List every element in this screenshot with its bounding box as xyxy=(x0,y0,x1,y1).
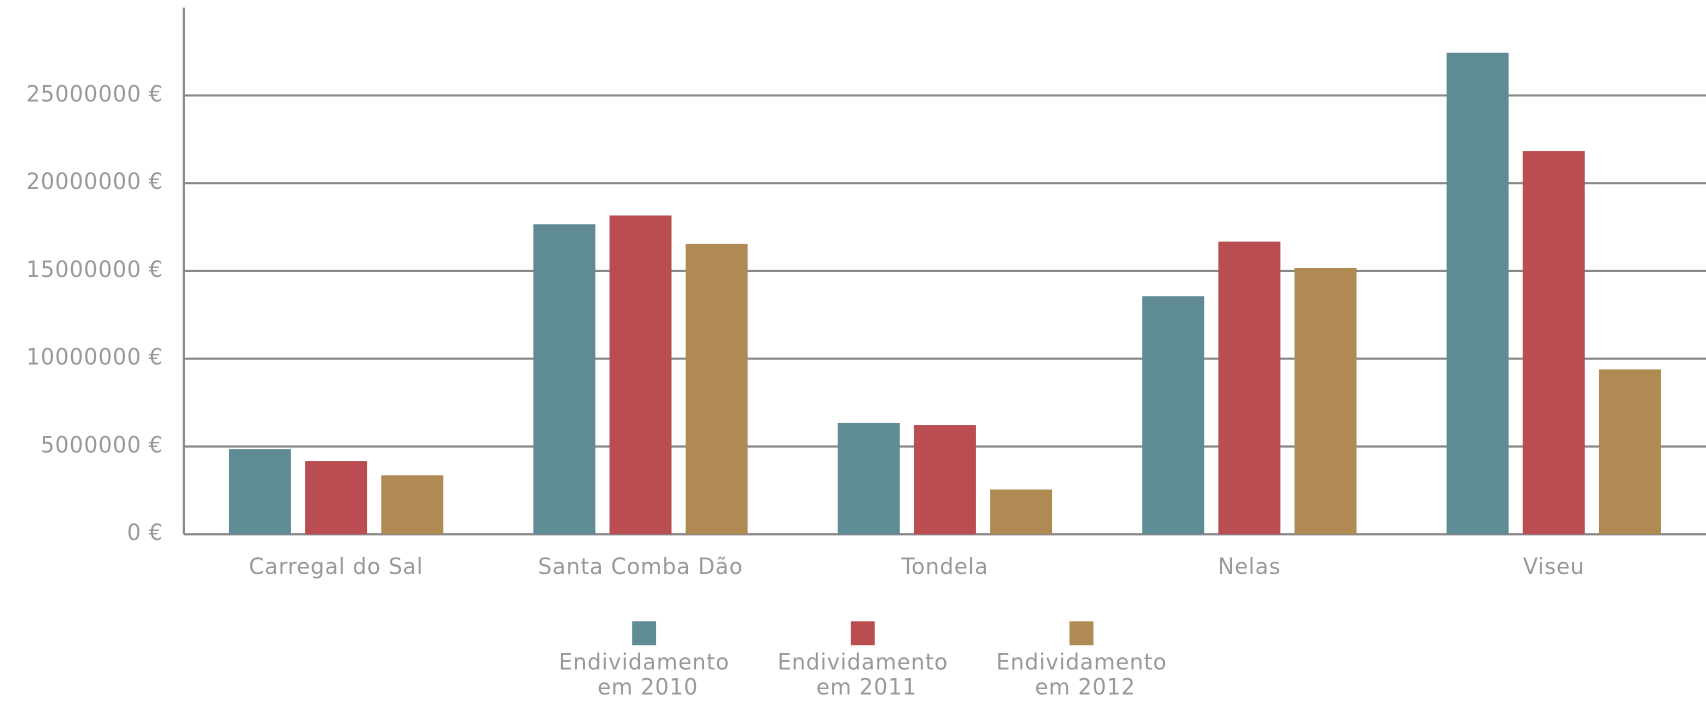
x-tick-label: Tondela xyxy=(900,555,988,580)
x-tick-label: Carregal do Sal xyxy=(249,555,423,580)
legend-swatch xyxy=(1069,621,1094,646)
legend-swatch xyxy=(850,621,875,646)
x-tick-label: Viseu xyxy=(1523,555,1585,580)
y-tick-label: 20000000 € xyxy=(26,170,163,195)
bar xyxy=(1294,267,1357,535)
bar xyxy=(1218,241,1281,535)
bar xyxy=(381,475,444,535)
bar xyxy=(609,215,672,535)
x-tick-label: Nelas xyxy=(1218,555,1281,580)
x-tick-label: Santa Comba Dão xyxy=(538,555,743,580)
y-tick-label: 5000000 € xyxy=(41,433,164,458)
legend-swatch xyxy=(632,621,657,646)
bar xyxy=(990,489,1053,535)
bar xyxy=(1446,52,1509,535)
legend-label: Endividamento em 2011 xyxy=(777,651,948,701)
y-tick-label: 15000000 € xyxy=(26,258,163,283)
bar xyxy=(1142,296,1205,535)
y-tick-label: 25000000 € xyxy=(26,82,163,107)
bar xyxy=(913,425,976,535)
legend-label: Endividamento em 2010 xyxy=(559,651,730,701)
bar xyxy=(1598,369,1661,535)
bar xyxy=(1522,151,1585,535)
y-tick-label: 10000000 € xyxy=(26,346,163,371)
bar xyxy=(305,461,368,535)
bar xyxy=(837,422,900,535)
legend-label: Endividamento em 2012 xyxy=(996,651,1167,701)
bar xyxy=(533,224,596,535)
bar xyxy=(685,243,748,535)
y-tick-label: 0 € xyxy=(127,521,163,546)
bar xyxy=(228,449,291,535)
